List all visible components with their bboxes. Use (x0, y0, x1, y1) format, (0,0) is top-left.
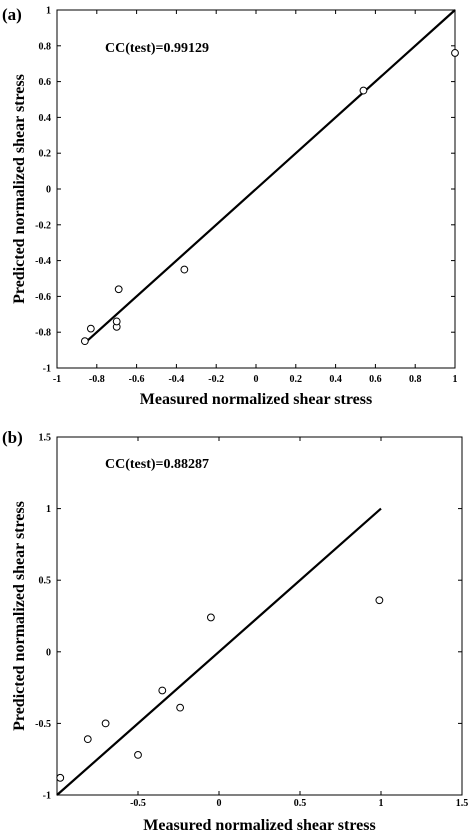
y-tick-label: 1 (46, 504, 51, 515)
y-tick-label: -0.5 (35, 719, 51, 730)
y-tick-label: -0.4 (35, 256, 51, 267)
y-tick-label: -1 (43, 364, 51, 375)
fit-line (56, 507, 382, 796)
data-point (112, 317, 121, 326)
data-point (451, 49, 459, 57)
y-tick-label: 0.2 (39, 149, 52, 160)
x-tick-label: 1 (379, 798, 384, 809)
fit-line (84, 9, 456, 344)
data-point (207, 613, 215, 622)
x-tick-label: 0.4 (329, 374, 342, 385)
x-tick-label: -0.2 (208, 374, 224, 385)
y-tick-label: -0.6 (35, 292, 51, 303)
data-point (83, 735, 92, 744)
data-point (176, 703, 185, 712)
y-tick-label: 0 (46, 185, 51, 196)
x-tick-label: 0.2 (290, 374, 303, 385)
panel-label: (a) (2, 5, 22, 24)
y-axis-label: Predicted normalized shear stress (11, 501, 28, 731)
x-tick-label: 0.5 (294, 798, 307, 809)
x-tick-label: -1 (53, 374, 61, 385)
x-tick-label: 1 (453, 374, 458, 385)
data-point (359, 86, 368, 95)
data-point (56, 773, 65, 782)
x-axis-label: Measured normalized shear stress (140, 391, 372, 408)
y-tick-label: 1.5 (39, 433, 52, 444)
x-tick-label: 0 (217, 798, 222, 809)
cc-annotation: CC(test)=0.99129 (105, 41, 209, 56)
y-tick-label: 1 (46, 6, 51, 17)
y-tick-label: 0.8 (39, 41, 52, 52)
y-tick-label: -0.2 (35, 220, 51, 231)
plot-frame (56, 436, 463, 796)
data-point (375, 596, 384, 605)
y-tick-label: -0.8 (35, 328, 51, 339)
x-tick-label: -0.5 (130, 798, 146, 809)
data-point (158, 686, 167, 695)
x-tick-label: 1.5 (456, 798, 469, 809)
y-tick-label: 0 (46, 647, 51, 658)
data-point (101, 719, 110, 728)
cc-annotation: CC(test)=0.88287 (105, 457, 209, 472)
data-point (180, 265, 189, 274)
x-tick-label: 0 (254, 374, 259, 385)
x-tick-label: -0.6 (129, 374, 145, 385)
data-point (86, 324, 95, 333)
x-tick-label: 0.8 (409, 374, 422, 385)
y-tick-label: 0.6 (39, 77, 52, 88)
x-tick-label: 0.6 (369, 374, 382, 385)
x-tick-label: -0.4 (168, 374, 184, 385)
y-tick-label: 0.4 (39, 113, 52, 124)
x-axis-label: Measured normalized shear stress (143, 817, 375, 833)
x-tick-label: -0.8 (89, 374, 105, 385)
panel-label: (b) (2, 428, 23, 447)
y-tick-label: 0.5 (39, 576, 52, 587)
data-point (114, 285, 123, 294)
data-point (80, 337, 89, 346)
data-point (134, 751, 142, 759)
y-tick-label: -1 (43, 791, 51, 802)
y-axis-label: Predicted normalized shear stress (11, 74, 28, 304)
